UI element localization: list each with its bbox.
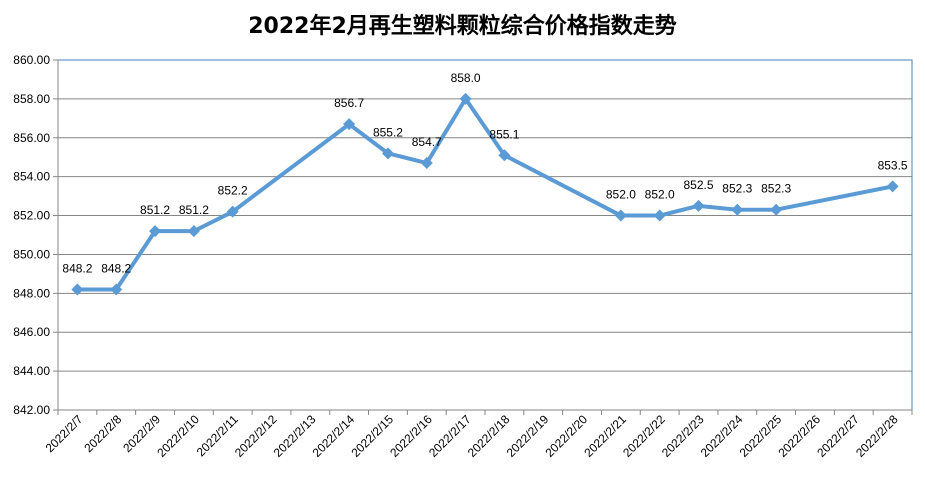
data-label: 848.2 [62, 261, 92, 275]
y-tick-label: 856.00 [13, 131, 50, 145]
data-point [498, 149, 511, 162]
data-point [149, 225, 162, 238]
data-label: 848.2 [101, 261, 131, 275]
data-label: 852.3 [761, 182, 791, 196]
data-label: 851.2 [140, 203, 170, 217]
x-tick-label: 2022/2/7 [43, 412, 86, 455]
data-point [343, 118, 356, 131]
data-label: 856.7 [334, 96, 364, 110]
y-tick-label: 852.00 [13, 209, 50, 223]
data-point [614, 209, 627, 222]
data-label: 852.2 [218, 184, 248, 198]
data-label: 852.3 [722, 182, 752, 196]
data-label: 852.5 [683, 178, 713, 192]
series-line [77, 96, 893, 292]
data-point [110, 283, 123, 296]
y-tick-label: 848.00 [13, 286, 50, 300]
data-point [770, 203, 783, 216]
data-label: 858.0 [451, 71, 481, 85]
data-point [731, 203, 744, 216]
y-tick-label: 858.00 [13, 92, 50, 106]
data-label: 852.0 [606, 188, 636, 202]
y-tick-label: 842.00 [13, 403, 50, 417]
data-point [381, 147, 394, 160]
y-tick-label: 860.00 [13, 53, 50, 67]
data-point [226, 205, 239, 218]
y-tick-label: 850.00 [13, 247, 50, 261]
y-tick-label: 854.00 [13, 170, 50, 184]
y-tick-label: 846.00 [13, 325, 50, 339]
x-tick-label: 2022/2/8 [81, 412, 124, 455]
data-point [459, 92, 472, 105]
x-tick-label: 2022/2/28 [853, 412, 901, 460]
data-point [653, 209, 666, 222]
data-label: 854.7 [412, 135, 442, 149]
data-point [886, 180, 899, 193]
x-tick-label: 2022/2/10 [154, 412, 202, 460]
data-label: 855.1 [489, 127, 519, 141]
data-point [71, 283, 84, 296]
plot-border [57, 59, 913, 411]
data-point [420, 157, 433, 170]
data-label: 853.5 [878, 158, 908, 172]
data-point [187, 225, 200, 238]
chart-title: 2022年2月再生塑料颗粒综合价格指数走势 [248, 14, 677, 39]
data-point [692, 199, 705, 212]
y-tick-label: 844.00 [13, 364, 50, 378]
data-label: 852.0 [645, 188, 675, 202]
data-label: 855.2 [373, 125, 403, 139]
data-label: 851.2 [179, 203, 209, 217]
